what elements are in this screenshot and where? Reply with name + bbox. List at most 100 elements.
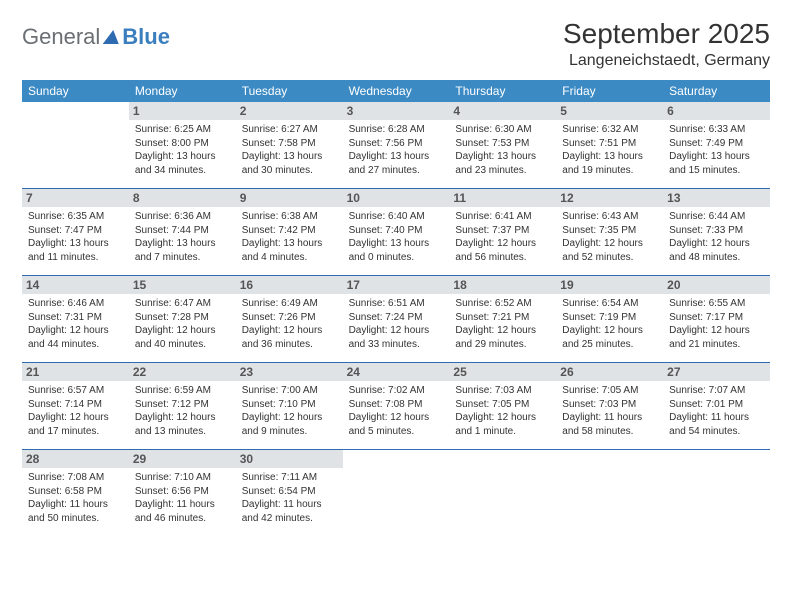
- day-number: 23: [236, 363, 343, 381]
- day-cell: 22 Sunrise: 6:59 AMSunset: 7:12 PMDayligh…: [129, 363, 236, 449]
- header: General Blue September 2025 Langeneichst…: [22, 18, 770, 70]
- day-details: Sunrise: 6:46 AMSunset: 7:31 PMDaylight:…: [28, 297, 123, 351]
- week-row: 21Sunrise: 6:57 AMSunset: 7:14 PMDayligh…: [22, 362, 770, 449]
- day-details: Sunrise: 6:52 AMSunset: 7:21 PMDaylight:…: [455, 297, 550, 351]
- logo: General Blue: [22, 18, 170, 50]
- day-number: 9: [236, 189, 343, 207]
- day-details: Sunrise: 6:36 AMSunset: 7:44 PMDaylight:…: [135, 210, 230, 264]
- day-details: Sunrise: 6:47 AMSunset: 7:28 PMDaylight:…: [135, 297, 230, 351]
- day-number: 30: [236, 450, 343, 468]
- weekday-header-row: SundayMondayTuesdayWednesdayThursdayFrid…: [22, 80, 770, 102]
- day-number: 28: [22, 450, 129, 468]
- logo-text-blue: Blue: [122, 24, 170, 50]
- day-details: Sunrise: 6:38 AMSunset: 7:42 PMDaylight:…: [242, 210, 337, 264]
- day-cell: 10 Sunrise: 6:40 AMSunset: 7:40 PMDayligh…: [343, 189, 450, 275]
- day-details: Sunrise: 6:28 AMSunset: 7:56 PMDaylight:…: [349, 123, 444, 177]
- calendar: SundayMondayTuesdayWednesdayThursdayFrid…: [22, 80, 770, 536]
- triangle-icon: [103, 30, 121, 44]
- day-cell: 12Sunrise: 6:43 AMSunset: 7:35 PMDayligh…: [556, 189, 663, 275]
- empty-cell: [556, 450, 663, 536]
- day-number: 26: [556, 363, 663, 381]
- day-details: Sunrise: 6:55 AMSunset: 7:17 PMDaylight:…: [669, 297, 764, 351]
- day-number: 24: [343, 363, 450, 381]
- day-cell: 15 Sunrise: 6:47 AMSunset: 7:28 PMDayligh…: [129, 276, 236, 362]
- day-number: 18: [449, 276, 556, 294]
- day-number: 13: [663, 189, 770, 207]
- day-details: Sunrise: 7:08 AMSunset: 6:58 PMDaylight:…: [28, 471, 123, 525]
- day-cell: 3Sunrise: 6:28 AMSunset: 7:56 PMDaylight…: [343, 102, 450, 188]
- day-details: Sunrise: 7:10 AMSunset: 6:56 PMDaylight:…: [135, 471, 230, 525]
- week-row: 14 Sunrise: 6:46 AMSunset: 7:31 PMDayligh…: [22, 275, 770, 362]
- day-number: 17: [343, 276, 450, 294]
- day-number: 14: [22, 276, 129, 294]
- day-cell: 21Sunrise: 6:57 AMSunset: 7:14 PMDayligh…: [22, 363, 129, 449]
- weekday-label: Thursday: [449, 80, 556, 102]
- weekday-label: Friday: [556, 80, 663, 102]
- day-details: Sunrise: 6:51 AMSunset: 7:24 PMDaylight:…: [349, 297, 444, 351]
- day-cell: 26 Sunrise: 7:05 AMSunset: 7:03 PMDayligh…: [556, 363, 663, 449]
- day-details: Sunrise: 6:30 AMSunset: 7:53 PMDaylight:…: [455, 123, 550, 177]
- day-cell: 28 Sunrise: 7:08 AMSunset: 6:58 PMDayligh…: [22, 450, 129, 536]
- empty-cell: [449, 450, 556, 536]
- day-number: 19: [556, 276, 663, 294]
- title-block: September 2025 Langeneichstaedt, Germany: [563, 18, 770, 70]
- day-details: Sunrise: 7:11 AMSunset: 6:54 PMDaylight:…: [242, 471, 337, 525]
- month-title: September 2025: [563, 18, 770, 50]
- day-details: Sunrise: 7:05 AMSunset: 7:03 PMDaylight:…: [562, 384, 657, 438]
- day-cell: 19 Sunrise: 6:54 AMSunset: 7:19 PMDayligh…: [556, 276, 663, 362]
- day-number: 21: [22, 363, 129, 381]
- day-number: 5: [556, 102, 663, 120]
- day-details: Sunrise: 6:40 AMSunset: 7:40 PMDaylight:…: [349, 210, 444, 264]
- day-cell: 24Sunrise: 7:02 AMSunset: 7:08 PMDayligh…: [343, 363, 450, 449]
- day-cell: 27 Sunrise: 7:07 AMSunset: 7:01 PMDayligh…: [663, 363, 770, 449]
- day-details: Sunrise: 6:44 AMSunset: 7:33 PMDaylight:…: [669, 210, 764, 264]
- day-number: 11: [449, 189, 556, 207]
- day-number: 6: [663, 102, 770, 120]
- weekday-label: Sunday: [22, 80, 129, 102]
- week-row: 28 Sunrise: 7:08 AMSunset: 6:58 PMDayligh…: [22, 449, 770, 536]
- day-cell: 18 Sunrise: 6:52 AMSunset: 7:21 PMDayligh…: [449, 276, 556, 362]
- day-cell: 29 Sunrise: 7:10 AMSunset: 6:56 PMDayligh…: [129, 450, 236, 536]
- day-number: 1: [129, 102, 236, 120]
- day-cell: 7Sunrise: 6:35 AMSunset: 7:47 PMDaylight…: [22, 189, 129, 275]
- day-cell: 1 Sunrise: 6:25 AMSunset: 8:00 PMDaylight…: [129, 102, 236, 188]
- weekday-label: Monday: [129, 80, 236, 102]
- empty-cell: [663, 450, 770, 536]
- day-cell: 13 Sunrise: 6:44 AMSunset: 7:33 PMDayligh…: [663, 189, 770, 275]
- day-number: 29: [129, 450, 236, 468]
- weekday-label: Wednesday: [343, 80, 450, 102]
- day-number: 27: [663, 363, 770, 381]
- empty-cell: [22, 102, 129, 188]
- day-number: 10: [343, 189, 450, 207]
- day-number: 15: [129, 276, 236, 294]
- day-number: 20: [663, 276, 770, 294]
- weekday-label: Saturday: [663, 80, 770, 102]
- day-cell: 4Sunrise: 6:30 AMSunset: 7:53 PMDaylight…: [449, 102, 556, 188]
- day-details: Sunrise: 6:59 AMSunset: 7:12 PMDaylight:…: [135, 384, 230, 438]
- day-cell: 2Sunrise: 6:27 AMSunset: 7:58 PMDaylight…: [236, 102, 343, 188]
- day-details: Sunrise: 6:54 AMSunset: 7:19 PMDaylight:…: [562, 297, 657, 351]
- day-details: Sunrise: 6:33 AMSunset: 7:49 PMDaylight:…: [669, 123, 764, 177]
- day-cell: 23Sunrise: 7:00 AMSunset: 7:10 PMDayligh…: [236, 363, 343, 449]
- empty-cell: [343, 450, 450, 536]
- week-row: 1 Sunrise: 6:25 AMSunset: 8:00 PMDaylight…: [22, 102, 770, 188]
- logo-text-general: General: [22, 24, 100, 50]
- weeks-container: 1 Sunrise: 6:25 AMSunset: 8:00 PMDaylight…: [22, 102, 770, 536]
- day-cell: 25Sunrise: 7:03 AMSunset: 7:05 PMDayligh…: [449, 363, 556, 449]
- day-cell: 30 Sunrise: 7:11 AMSunset: 6:54 PMDayligh…: [236, 450, 343, 536]
- day-cell: 17 Sunrise: 6:51 AMSunset: 7:24 PMDayligh…: [343, 276, 450, 362]
- location: Langeneichstaedt, Germany: [563, 52, 770, 70]
- day-details: Sunrise: 6:49 AMSunset: 7:26 PMDaylight:…: [242, 297, 337, 351]
- page: General Blue September 2025 Langeneichst…: [0, 0, 792, 554]
- day-number: 25: [449, 363, 556, 381]
- day-number: 22: [129, 363, 236, 381]
- day-details: Sunrise: 6:43 AMSunset: 7:35 PMDaylight:…: [562, 210, 657, 264]
- day-cell: 14 Sunrise: 6:46 AMSunset: 7:31 PMDayligh…: [22, 276, 129, 362]
- day-number: 8: [129, 189, 236, 207]
- day-number: 16: [236, 276, 343, 294]
- day-number: 2: [236, 102, 343, 120]
- day-details: Sunrise: 7:07 AMSunset: 7:01 PMDaylight:…: [669, 384, 764, 438]
- day-details: Sunrise: 6:32 AMSunset: 7:51 PMDaylight:…: [562, 123, 657, 177]
- day-details: Sunrise: 6:35 AMSunset: 7:47 PMDaylight:…: [28, 210, 123, 264]
- day-details: Sunrise: 6:25 AMSunset: 8:00 PMDaylight:…: [135, 123, 230, 177]
